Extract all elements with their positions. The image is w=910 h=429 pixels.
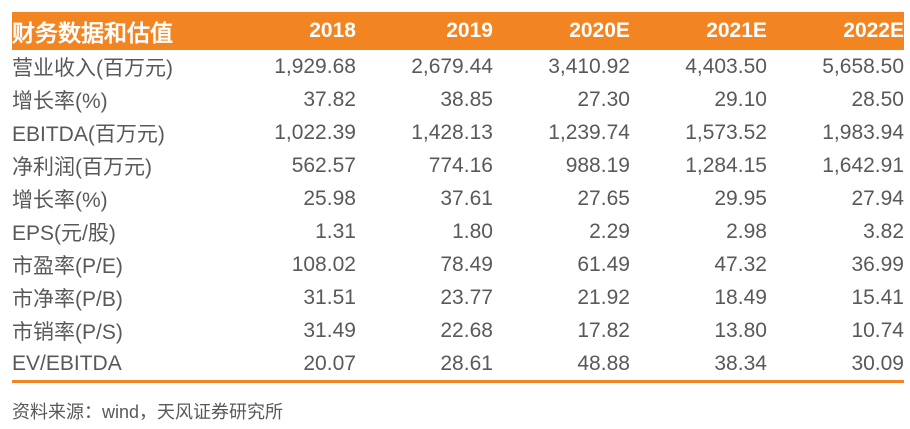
- financial-summary-table-container: 财务数据和估值 2018 2019 2020E 2021E 2022E 营业收入(百万元…: [12, 12, 904, 383]
- table-header-row: 财务数据和估值 2018 2019 2020E 2021E 2022E: [12, 12, 904, 50]
- row-value: 988.19: [565, 153, 630, 177]
- row-value: 22.68: [440, 318, 493, 342]
- row-value: 4,403.50: [685, 54, 767, 78]
- row-label: 增长率(%): [12, 89, 108, 113]
- row-label: 市盈率(P/E): [12, 254, 123, 278]
- year-column-header: 2018: [218, 12, 356, 50]
- year-column-header: 2020E: [492, 12, 630, 50]
- row-value: 36.99: [851, 252, 904, 276]
- row-value: 25.98: [303, 186, 356, 210]
- row-label: EBITDA(百万元): [12, 122, 165, 146]
- row-value: 1,022.39: [274, 120, 356, 144]
- table-row: 增长率(%) 37.82 38.85 27.30 29.10 28.50: [12, 83, 904, 116]
- row-value: 3.82: [863, 219, 904, 243]
- table-row: EBITDA(百万元) 1,022.39 1,428.13 1,239.74 1,573…: [12, 116, 904, 149]
- row-value: 29.95: [714, 186, 767, 210]
- row-value: 3,410.92: [548, 54, 630, 78]
- row-value: 37.82: [303, 87, 356, 111]
- row-value: 2.98: [726, 219, 767, 243]
- table-row: EPS(元/股) 1.31 1.80 2.29 2.98 3.82: [12, 215, 904, 248]
- row-value: 774.16: [428, 153, 493, 177]
- row-value: 13.80: [714, 318, 767, 342]
- row-value: 15.41: [851, 285, 904, 309]
- row-value: 2,679.44: [411, 54, 493, 78]
- row-label: EPS(元/股): [12, 221, 116, 245]
- row-value: 10.74: [851, 318, 904, 342]
- row-value: 5,658.50: [822, 54, 904, 78]
- row-value: 27.65: [577, 186, 630, 210]
- row-value: 28.50: [851, 87, 904, 111]
- table-row: EV/EBITDA 20.07 28.61 48.88 38.34 30.09: [12, 347, 904, 382]
- year-column-header: 2021E: [629, 12, 767, 50]
- row-value: 78.49: [440, 252, 493, 276]
- row-value: 108.02: [291, 252, 356, 276]
- row-value: 38.85: [440, 87, 493, 111]
- row-value: 1,239.74: [548, 120, 630, 144]
- table-row: 增长率(%) 25.98 37.61 27.65 29.95 27.94: [12, 182, 904, 215]
- source-note: 资料来源：wind，天风证券研究所: [12, 402, 284, 422]
- row-label: 净利润(百万元): [12, 155, 152, 179]
- row-value: 1.31: [315, 219, 356, 243]
- row-value: 17.82: [577, 318, 630, 342]
- row-label: 市销率(P/S): [12, 320, 123, 344]
- row-value: 30.09: [851, 351, 904, 375]
- row-value: 28.61: [440, 351, 493, 375]
- row-value: 21.92: [577, 285, 630, 309]
- row-value: 27.30: [577, 87, 630, 111]
- row-value: 18.49: [714, 285, 767, 309]
- table-row: 市净率(P/B) 31.51 23.77 21.92 18.49 15.41: [12, 281, 904, 314]
- row-value: 1.80: [452, 219, 493, 243]
- table-title: 财务数据和估值: [12, 12, 219, 50]
- row-value: 1,284.15: [685, 153, 767, 177]
- table-header: 财务数据和估值 2018 2019 2020E 2021E 2022E: [12, 12, 904, 50]
- row-value: 2.29: [589, 219, 630, 243]
- row-value: 23.77: [440, 285, 493, 309]
- row-value: 47.32: [714, 252, 767, 276]
- row-value: 37.61: [440, 186, 493, 210]
- row-value: 31.51: [303, 285, 356, 309]
- row-value: 562.57: [291, 153, 356, 177]
- table-body: 营业收入(百万元) 1,929.68 2,679.44 3,410.92 4,403.5…: [12, 50, 904, 382]
- table-row: 净利润(百万元) 562.57 774.16 988.19 1,284.15 1,642.…: [12, 149, 904, 182]
- year-column-header: 2022E: [766, 12, 904, 50]
- row-label: 市净率(P/B): [12, 287, 123, 311]
- table-row: 市盈率(P/E) 108.02 78.49 61.49 47.32 36.99: [12, 248, 904, 281]
- table-row: 营业收入(百万元) 1,929.68 2,679.44 3,410.92 4,403.5…: [12, 50, 904, 83]
- row-value: 38.34: [714, 351, 767, 375]
- row-value: 1,642.91: [822, 153, 904, 177]
- year-column-header: 2019: [355, 12, 493, 50]
- row-value: 1,983.94: [822, 120, 904, 144]
- row-value: 1,573.52: [685, 120, 767, 144]
- row-label: EV/EBITDA: [12, 351, 122, 375]
- row-label: 营业收入(百万元): [12, 56, 173, 80]
- table-row: 市销率(P/S) 31.49 22.68 17.82 13.80 10.74: [12, 314, 904, 347]
- row-value: 29.10: [714, 87, 767, 111]
- row-value: 48.88: [577, 351, 630, 375]
- financial-summary-table: 财务数据和估值 2018 2019 2020E 2021E 2022E 营业收入(百万元…: [12, 12, 904, 383]
- row-value: 20.07: [303, 351, 356, 375]
- row-label: 增长率(%): [12, 188, 108, 212]
- row-value: 1,428.13: [411, 120, 493, 144]
- row-value: 27.94: [851, 186, 904, 210]
- row-value: 1,929.68: [274, 54, 356, 78]
- row-value: 61.49: [577, 252, 630, 276]
- row-value: 31.49: [303, 318, 356, 342]
